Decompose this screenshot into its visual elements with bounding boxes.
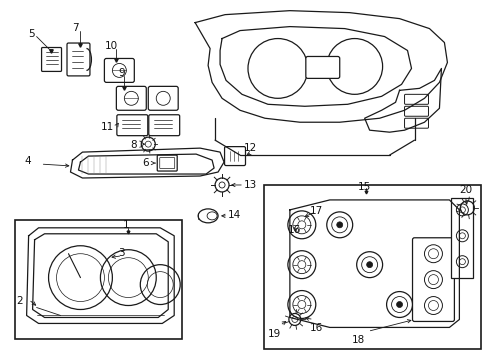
Text: 16: 16 <box>309 323 323 333</box>
Bar <box>450 198 472 278</box>
Text: 2: 2 <box>17 296 23 306</box>
FancyBboxPatch shape <box>224 147 245 166</box>
Text: 11: 11 <box>100 122 113 132</box>
Text: 13: 13 <box>244 180 257 190</box>
Text: 20: 20 <box>458 185 471 195</box>
FancyBboxPatch shape <box>41 48 61 71</box>
Text: 12: 12 <box>244 143 257 153</box>
Text: 1: 1 <box>122 220 129 230</box>
Text: 14: 14 <box>227 210 241 220</box>
FancyBboxPatch shape <box>412 238 453 321</box>
FancyBboxPatch shape <box>67 43 90 76</box>
Text: 6: 6 <box>142 158 149 168</box>
FancyBboxPatch shape <box>117 115 147 136</box>
Text: 7: 7 <box>72 23 79 33</box>
Text: 5: 5 <box>29 28 35 39</box>
Text: 18: 18 <box>351 336 364 345</box>
FancyBboxPatch shape <box>157 155 177 171</box>
Text: 16: 16 <box>287 225 301 235</box>
FancyBboxPatch shape <box>404 106 427 116</box>
FancyBboxPatch shape <box>148 86 178 110</box>
Bar <box>264 185 480 349</box>
FancyBboxPatch shape <box>104 58 134 82</box>
FancyBboxPatch shape <box>404 94 427 104</box>
FancyBboxPatch shape <box>404 118 427 128</box>
Bar <box>15 220 182 339</box>
FancyBboxPatch shape <box>148 115 179 136</box>
Text: 3: 3 <box>118 248 125 258</box>
Text: 9: 9 <box>118 68 125 78</box>
Text: 10: 10 <box>104 41 117 50</box>
FancyBboxPatch shape <box>160 158 174 168</box>
Text: 17: 17 <box>309 206 323 216</box>
Circle shape <box>396 302 402 307</box>
Circle shape <box>366 262 372 268</box>
Circle shape <box>336 222 342 228</box>
Text: 15: 15 <box>357 182 370 192</box>
FancyBboxPatch shape <box>305 57 339 78</box>
FancyBboxPatch shape <box>116 86 146 110</box>
Text: 4: 4 <box>24 156 31 166</box>
Text: 8: 8 <box>130 140 137 150</box>
Text: 19: 19 <box>267 329 281 339</box>
